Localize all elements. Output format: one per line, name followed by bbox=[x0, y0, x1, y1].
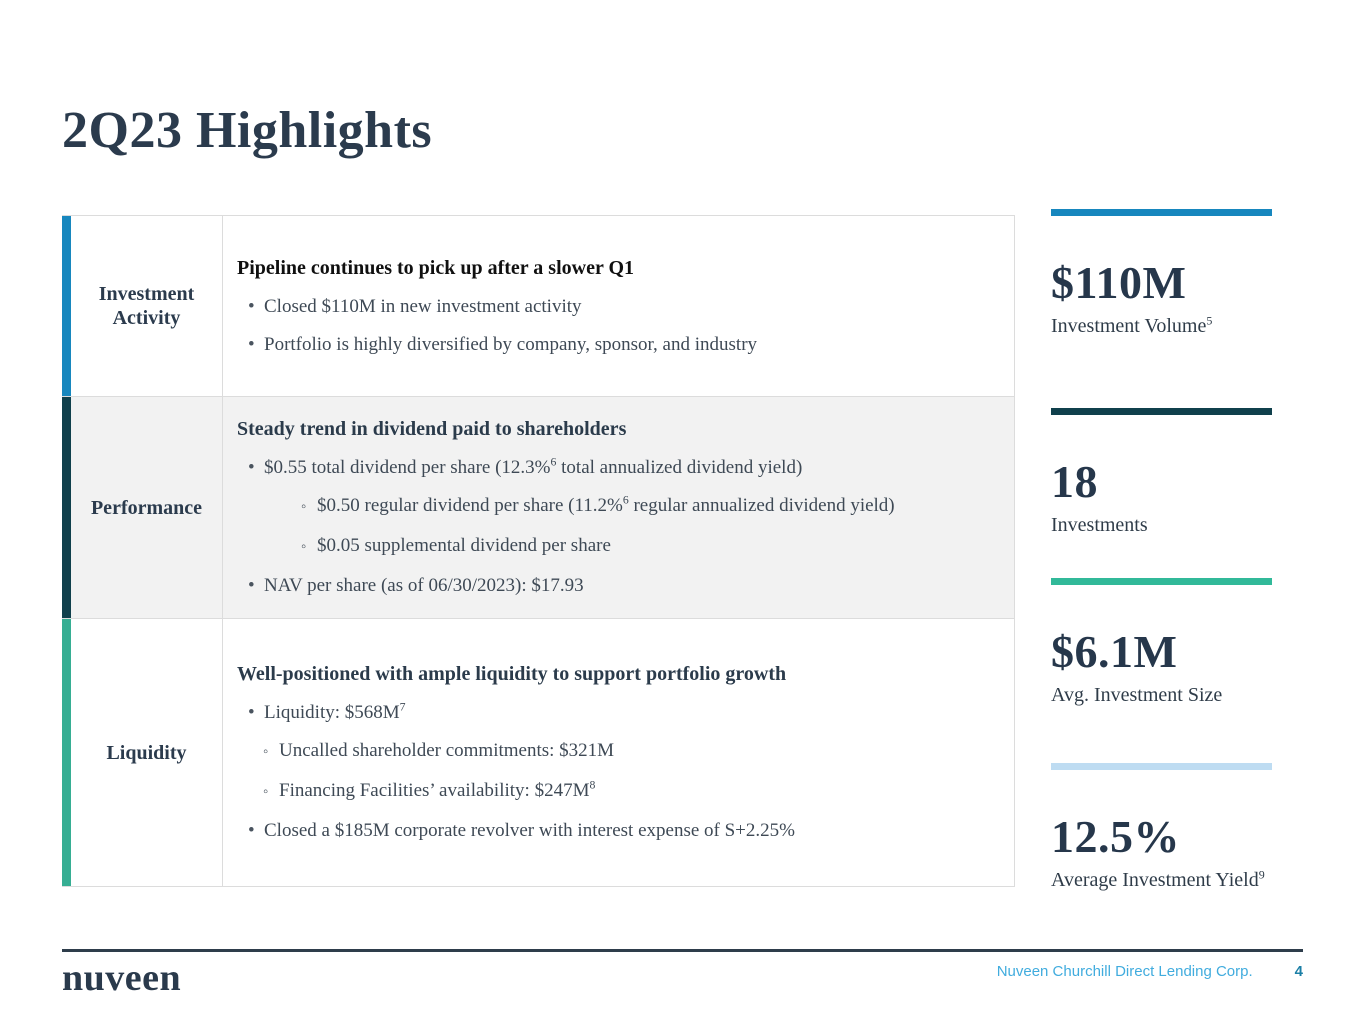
liquidity-label: Liquidity bbox=[71, 619, 223, 886]
performance-heading: Steady trend in dividend paid to shareho… bbox=[237, 418, 627, 440]
bullet-circle-icon: ◦ bbox=[263, 744, 269, 760]
investment-activity-label: Investment Activity bbox=[71, 216, 223, 396]
stat-investment-volume: $110M Investment Volume5 bbox=[1051, 209, 1306, 338]
bullet-circle-icon: ◦ bbox=[263, 784, 269, 800]
performance-accent-bar bbox=[62, 397, 71, 618]
liquidity-bullet-4: • Closed a $185M corporate revolver with … bbox=[248, 819, 994, 842]
performance-bullet-text-1: $0.55 total dividend per share (12.3%6 t… bbox=[264, 455, 803, 478]
stat-investment-volume-label: Investment Volume5 bbox=[1051, 313, 1213, 337]
footer-company-name: Nuveen Churchill Direct Lending Corp. bbox=[996, 963, 1253, 980]
page-title: 2Q23 Highlights bbox=[62, 101, 433, 159]
liquidity-heading: Well-positioned with ample liquidity to … bbox=[237, 663, 787, 685]
stat-average-investment-yield-label: Average Investment Yield9 bbox=[1051, 867, 1265, 891]
bullet-circle-icon: ◦ bbox=[301, 499, 307, 515]
liquidity-bullet-text-2: Uncalled shareholder commitments: $321M bbox=[279, 740, 615, 761]
stat-avg-investment-size-label: Avg. Investment Size bbox=[1051, 684, 1223, 706]
liquidity-content: Well-positioned with ample liquidity to … bbox=[223, 619, 1014, 886]
stat-average-investment-yield-value: 12.5% bbox=[1051, 811, 1180, 862]
liquidity-bullet-text-1: Liquidity: $568M7 bbox=[264, 700, 406, 723]
investment-activity-bullet-2: • Portfolio is highly diversified by comp… bbox=[248, 333, 994, 356]
investment-activity-bullet-1: • Closed $110M in new investment activity bbox=[248, 295, 994, 318]
highlights-table: Investment Activity Pipeline continues to… bbox=[62, 215, 1015, 887]
stat-investments: 18 Investments bbox=[1051, 408, 1306, 537]
bullet-dot-icon: • bbox=[248, 575, 255, 596]
stat-average-investment-yield-accent-bar bbox=[1051, 763, 1272, 770]
liquidity-bullet-1: • Liquidity: $568M7 bbox=[248, 701, 994, 724]
liquidity-accent-bar bbox=[62, 619, 71, 886]
nuveen-logo: nuveen bbox=[62, 957, 182, 999]
investment-activity-content: Pipeline continues to pick up after a sl… bbox=[223, 216, 1014, 396]
stat-avg-investment-size: $6.1M Avg. Investment Size bbox=[1051, 578, 1306, 707]
investment-activity-bullet-text-2: Portfolio is highly diversified by compa… bbox=[264, 333, 758, 355]
bullet-dot-icon: • bbox=[248, 295, 255, 317]
performance-label: Performance bbox=[71, 397, 223, 618]
table-row-performance: Performance Steady trend in dividend paid… bbox=[62, 397, 1014, 619]
performance-bullet-text-2: $0.50 regular dividend per share (11.2%6… bbox=[317, 493, 895, 516]
bullet-dot-icon: • bbox=[248, 457, 255, 478]
stat-average-investment-yield: 12.5% Average Investment Yield9 bbox=[1051, 763, 1306, 892]
performance-bullet-3: ◦ $0.05 supplemental dividend per share bbox=[301, 534, 994, 559]
table-row-investment-activity: Investment Activity Pipeline continues to… bbox=[62, 216, 1014, 397]
bullet-circle-icon: ◦ bbox=[301, 539, 307, 555]
footer-page-number: 4 bbox=[1294, 963, 1303, 980]
investment-activity-bullet-text-1: Closed $110M in new investment activity bbox=[264, 295, 582, 317]
liquidity-bullet-text-3: Financing Facilities’ availability: $247… bbox=[279, 778, 596, 801]
investment-activity-accent-bar bbox=[62, 216, 71, 396]
stat-avg-investment-size-value: $6.1M bbox=[1051, 626, 1178, 677]
performance-bullet-text-3: $0.05 supplemental dividend per share bbox=[317, 535, 611, 556]
performance-bullet-2: ◦ $0.50 regular dividend per share (11.2%… bbox=[301, 494, 994, 519]
performance-bullet-1: • $0.55 total dividend per share (12.3%6 … bbox=[248, 456, 994, 479]
investment-activity-heading: Pipeline continues to pick up after a sl… bbox=[237, 256, 635, 279]
stat-investment-volume-accent-bar bbox=[1051, 209, 1272, 216]
liquidity-bullet-text-4: Closed a $185M corporate revolver with i… bbox=[264, 820, 795, 841]
performance-content: Steady trend in dividend paid to shareho… bbox=[223, 397, 1014, 618]
bullet-dot-icon: • bbox=[248, 333, 255, 355]
bullet-dot-icon: • bbox=[248, 820, 255, 841]
liquidity-bullet-3: ◦ Financing Facilities’ availability: $24… bbox=[263, 779, 994, 804]
liquidity-bullet-2: ◦ Uncalled shareholder commitments: $321M bbox=[263, 739, 994, 764]
stat-investments-label: Investments bbox=[1051, 514, 1148, 536]
performance-bullet-4: • NAV per share (as of 06/30/2023): $17.9… bbox=[248, 574, 994, 597]
footer-divider bbox=[62, 949, 1303, 952]
bullet-dot-icon: • bbox=[248, 702, 255, 723]
footer-right: Nuveen Churchill Direct Lending Corp. 4 bbox=[997, 963, 1303, 980]
table-row-liquidity: Liquidity Well-positioned with ample liqu… bbox=[62, 619, 1014, 886]
stat-investments-accent-bar bbox=[1051, 408, 1272, 415]
stat-investment-volume-value: $110M bbox=[1051, 257, 1187, 308]
stat-investments-value: 18 bbox=[1051, 456, 1098, 507]
performance-bullet-text-4: NAV per share (as of 06/30/2023): $17.93 bbox=[264, 575, 584, 596]
stat-avg-investment-size-accent-bar bbox=[1051, 578, 1272, 585]
